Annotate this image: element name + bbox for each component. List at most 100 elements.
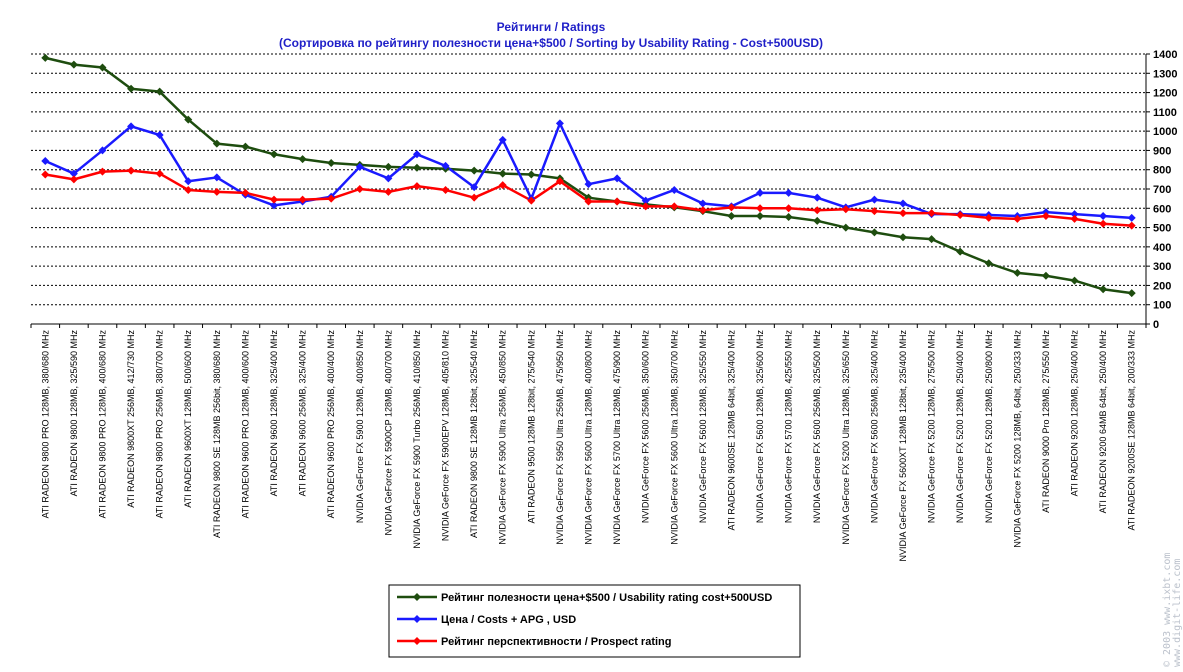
series-2-point bbox=[584, 180, 593, 189]
x-tick-label: ATI RADEON 9600SE 128MB 64bit, 325/400 M… bbox=[726, 330, 736, 531]
chart-subtitle: (Сортировка по рейтингу полезности цена+… bbox=[279, 36, 823, 50]
series-3-point bbox=[784, 204, 793, 213]
x-tick-label: ATI RADEON 9800 PRO 128MB, 380/680 MHz bbox=[40, 330, 50, 519]
x-tick-label: ATI RADEON 9800 SE 128MB 128bit, 325/540… bbox=[469, 330, 479, 538]
series-3-point bbox=[756, 204, 765, 213]
series-3-point bbox=[641, 202, 650, 211]
x-tick-labels: ATI RADEON 9800 PRO 128MB, 380/680 MHz AT… bbox=[40, 330, 1136, 562]
series-1-point bbox=[1070, 276, 1079, 285]
chart-title: Рейтинги / Ratings bbox=[497, 20, 606, 34]
series-3-point bbox=[327, 194, 336, 203]
x-tick-label: ATI RADEON 9600 PRO 128MB, 400/600 MHz bbox=[240, 330, 250, 519]
y-tick-label: 500 bbox=[1153, 223, 1171, 235]
y-tick-label: 200 bbox=[1153, 280, 1171, 292]
series-3-point bbox=[498, 181, 507, 190]
x-tick-label: ATI RADEON 9800 PRO 256MB, 380/700 MHz bbox=[155, 330, 165, 519]
series-1-point bbox=[327, 158, 336, 167]
series-2-point bbox=[813, 193, 822, 202]
series-2-point bbox=[498, 135, 507, 144]
x-tick-label: NVIDIA GeForce FX 5200 128MB, 64bit, 250… bbox=[1012, 330, 1022, 548]
series-2-point bbox=[270, 201, 279, 210]
y-tick-label: 1100 bbox=[1153, 107, 1177, 119]
series-2-point bbox=[184, 177, 193, 186]
series-1-point bbox=[498, 169, 507, 178]
series-3-point bbox=[127, 166, 136, 175]
watermark: © 2003 www.ixbt.com www.digit-life.com bbox=[1162, 553, 1183, 667]
x-tick-label: NVIDIA GeForce FX 5600 256MB, 350/600 MH… bbox=[641, 330, 651, 524]
x-tick-label: NVIDIA GeForce FX 5600 128MB, 325/550 MH… bbox=[698, 330, 708, 524]
x-tick-label: NVIDIA GeForce FX 5900EPV 128MB, 405/810… bbox=[441, 330, 451, 542]
y-tick-label: 400 bbox=[1153, 242, 1171, 254]
series-1-point bbox=[41, 53, 50, 62]
series-2-point bbox=[355, 162, 364, 171]
series-3-point bbox=[898, 209, 907, 218]
series-1-point bbox=[956, 247, 965, 256]
y-tick-labels: 0 100 200 300 400 500 600 700 800 900 1000 1100 1200… bbox=[1153, 49, 1177, 331]
series-3-point bbox=[927, 209, 936, 218]
x-tick-label: NVIDIA GeForce FX 5700 Ultra 128MB, 475/… bbox=[612, 330, 622, 545]
x-tick-label: NVIDIA GeForce FX 5900 Ultra 256MB, 450/… bbox=[498, 330, 508, 545]
series-2-point bbox=[98, 146, 107, 155]
series-1-point bbox=[784, 212, 793, 221]
x-tick-label: ATI RADEON 9200SE 128MB 64bit, 200/333 M… bbox=[1127, 330, 1137, 531]
series-layer bbox=[41, 53, 1136, 298]
x-tick-label: NVIDIA GeForce FX 5600 256MB, 325/500 MH… bbox=[812, 330, 822, 524]
series-3-point bbox=[1013, 214, 1022, 223]
y-tick-label: 700 bbox=[1153, 184, 1171, 196]
series-3-point bbox=[270, 195, 279, 204]
watermark-line2: www.digit-life.com bbox=[1172, 559, 1183, 667]
series-2-point bbox=[69, 169, 78, 178]
x-tick-label: ATI RADEON 9200 128MB, 250/400 MHz bbox=[1070, 330, 1080, 497]
series-2-point bbox=[212, 173, 221, 182]
series-2-point bbox=[1070, 210, 1079, 219]
axes bbox=[30, 53, 1150, 328]
x-tick-label: NVIDIA GeForce FX 5200 128MB, 275/500 MH… bbox=[927, 330, 937, 524]
series-3-point bbox=[956, 211, 965, 220]
x-tick-label: ATI RADEON 9600XT 128MB, 500/600 MHz bbox=[183, 330, 193, 508]
x-tick-label: NVIDIA GeForce FX 5600XT 128MB 128bit, 2… bbox=[898, 330, 908, 562]
legend-label: Цена / Costs + APG , USD bbox=[441, 614, 576, 626]
series-2-point bbox=[698, 199, 707, 208]
x-tick-label: ATI RADEON 9800 SE 128MB 256bit, 380/680… bbox=[212, 330, 222, 538]
series-3-point bbox=[241, 188, 250, 197]
series-3-point bbox=[470, 193, 479, 202]
series-1-point bbox=[1127, 289, 1136, 298]
x-tick-label: ATI RADEON 9200 64MB 64bit, 250/400 MHz bbox=[1098, 330, 1108, 514]
legend-label: Рейтинг полезности цена+$500 / Usability… bbox=[441, 592, 772, 604]
series-1-point bbox=[927, 235, 936, 244]
series-2-point bbox=[441, 161, 450, 170]
series-3-point bbox=[184, 185, 193, 194]
series-1-point bbox=[870, 228, 879, 237]
x-tick-label: ATI RADEON 9800 PRO 128MB, 400/680 MHz bbox=[97, 330, 107, 519]
legend-box bbox=[388, 584, 801, 658]
series-2-point bbox=[870, 195, 879, 204]
series-1-point bbox=[241, 142, 250, 151]
x-tick-label: ATI RADEON 9600 PRO 256MB, 400/400 MHz bbox=[326, 330, 336, 519]
series-3-point bbox=[841, 205, 850, 214]
series-1-point bbox=[1041, 271, 1050, 280]
y-tick-label: 1200 bbox=[1153, 88, 1177, 100]
y-tick-label: 1300 bbox=[1153, 68, 1177, 80]
series-3-point bbox=[298, 195, 307, 204]
series-3-point bbox=[1099, 219, 1108, 228]
x-tick-label: NVIDIA GeForce FX 5700 128MB, 425/550 MH… bbox=[784, 330, 794, 524]
x-tick-label: NVIDIA GeForce FX 5200 Ultra 128MB, 325/… bbox=[841, 330, 851, 545]
series-3-point bbox=[41, 170, 50, 179]
series-1-point bbox=[813, 216, 822, 225]
series-2-point bbox=[1099, 212, 1108, 220]
series-1-point bbox=[527, 170, 536, 179]
x-tick-label: NVIDIA GeForce FX 5900 Turbo 256MB, 410/… bbox=[412, 330, 422, 549]
series-3-point bbox=[670, 202, 679, 211]
x-tick-label: NVIDIA GeForce FX 5600 Ultra 128MB, 400/… bbox=[584, 330, 594, 545]
gridlines bbox=[31, 53, 1146, 306]
series-3-point bbox=[441, 185, 450, 194]
y-tick-label: 900 bbox=[1153, 145, 1171, 157]
series-2-point bbox=[756, 188, 765, 197]
series-3-point bbox=[1070, 214, 1079, 223]
x-tick-label: NVIDIA GeForce FX 5200 128MB, 250/800 MH… bbox=[984, 330, 994, 524]
legend: Рейтинг полезности цена+$500 / Usability… bbox=[388, 584, 801, 658]
legend-swatch-marker bbox=[413, 615, 421, 623]
series-1-point bbox=[127, 84, 136, 93]
series-2-point bbox=[555, 119, 564, 128]
